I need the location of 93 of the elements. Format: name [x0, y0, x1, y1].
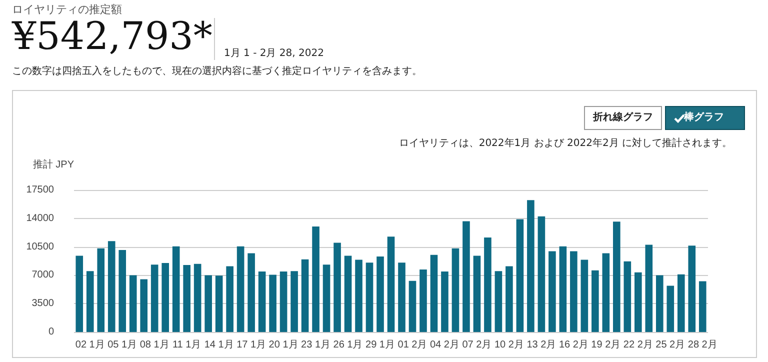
x-tick-label: 14 1月	[204, 340, 234, 350]
x-tick-label: 11 1月	[172, 340, 202, 350]
bar	[580, 260, 588, 332]
bar	[97, 248, 105, 332]
bar	[613, 222, 620, 332]
bar	[366, 262, 374, 332]
text: 1月 1 - 2月 28, 2022	[224, 47, 324, 60]
bar	[634, 272, 642, 332]
bar	[398, 262, 406, 332]
bar	[269, 274, 276, 332]
y-tick-label: 7000	[32, 270, 54, 281]
bar	[548, 251, 556, 332]
x-tick-label: 26 1月	[333, 340, 363, 350]
bar	[194, 264, 202, 332]
bar	[334, 242, 341, 332]
bar	[592, 270, 599, 332]
x-tick-label: 01 2月	[398, 340, 428, 350]
bar	[420, 270, 427, 332]
x-tick-label: 10 2月	[494, 340, 524, 350]
x-tick-label: 19 2月	[591, 340, 621, 350]
y-tick-label: 17500	[26, 184, 54, 196]
text: ロイヤリティは、2022年1月 および 2022年2月 に対して推計されます。	[398, 136, 732, 150]
bar	[312, 226, 320, 332]
x-tick-label: 05 1月	[108, 340, 138, 350]
x-tick-label: 22 2月	[623, 340, 653, 350]
bar	[666, 286, 674, 332]
y-axis-title: 推計 JPY	[32, 158, 74, 170]
bar	[172, 246, 180, 332]
bar	[538, 216, 546, 332]
bar	[516, 219, 524, 332]
bar	[462, 221, 470, 332]
bar	[473, 256, 481, 332]
x-tick-label: 08 1月	[140, 340, 170, 350]
y-tick-label: 3500	[32, 298, 54, 310]
x-tick-label: 17 1月	[236, 340, 266, 350]
bar	[140, 279, 148, 332]
bar	[280, 272, 288, 332]
bar	[430, 254, 438, 332]
bar	[408, 280, 416, 332]
chart-title: ロイヤリティの推定額	[12, 2, 122, 17]
bar	[322, 264, 330, 332]
bar	[355, 260, 362, 332]
bar	[656, 275, 664, 332]
y-tick-label: 10500	[26, 241, 54, 252]
bar	[215, 276, 223, 332]
x-tick-label: 28 2月	[688, 340, 718, 350]
bar	[645, 244, 653, 332]
bar	[441, 272, 448, 332]
x-tick-label: 02 1月	[75, 340, 105, 350]
x-tick-label: 23 1月	[301, 340, 331, 350]
bar	[484, 237, 492, 332]
bar	[559, 246, 567, 332]
bar	[527, 200, 534, 332]
text: ¥542,793*	[12, 14, 212, 58]
y-tick-label: 14000	[26, 212, 54, 224]
bar	[76, 256, 84, 332]
text: 棒グラフ	[684, 112, 724, 123]
bar	[129, 275, 137, 332]
bar	[204, 275, 212, 332]
bar	[248, 253, 255, 332]
bar	[624, 261, 632, 332]
bar	[452, 248, 460, 332]
bar	[162, 263, 169, 332]
x-tick-label: 13 2月	[526, 340, 556, 350]
text: 折れ線グラフ	[584, 106, 662, 130]
x-tick-label: 25 2月	[656, 340, 686, 350]
x-tick-label: 07 2月	[462, 340, 492, 350]
x-tick-label: 29 1月	[366, 340, 395, 350]
bar	[86, 271, 94, 332]
bar	[506, 266, 513, 332]
bar	[258, 272, 266, 332]
bar	[236, 246, 244, 332]
bar	[118, 250, 126, 332]
bar	[602, 253, 610, 332]
bar	[387, 236, 395, 332]
bar	[688, 246, 696, 332]
bar	[376, 256, 384, 332]
y-tick-label: 0	[48, 326, 54, 338]
bar	[150, 264, 158, 332]
bar	[570, 251, 578, 332]
bar	[108, 241, 116, 332]
bar	[290, 271, 298, 332]
x-tick-label: 20 1月	[268, 340, 298, 350]
x-tick-label: 04 2月	[430, 340, 460, 350]
text: この数字は四捨五入をしたもので、現在の選択内容に基づく推定ロイヤリティを含みます。	[12, 64, 422, 78]
bar	[494, 271, 502, 332]
bar	[226, 266, 234, 332]
bar	[344, 256, 352, 332]
bar	[698, 281, 706, 332]
x-tick-label: 16 2月	[558, 340, 588, 350]
bar	[183, 265, 190, 332]
bar	[677, 274, 685, 332]
bar	[301, 259, 309, 332]
